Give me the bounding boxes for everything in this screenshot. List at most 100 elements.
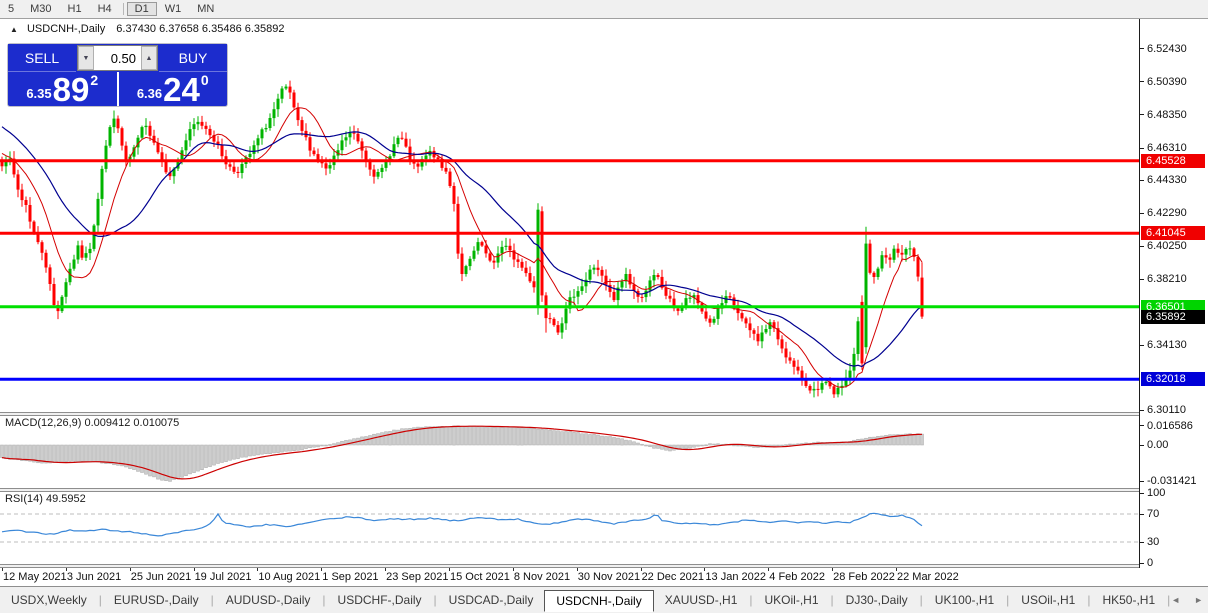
candle — [468, 256, 472, 271]
candle — [896, 243, 900, 258]
candle — [640, 294, 644, 303]
candle — [404, 132, 408, 148]
candle — [832, 384, 836, 398]
candle — [740, 311, 744, 322]
timeframe-button-h1[interactable]: H1 — [67, 3, 82, 15]
chart-tab-usdx-weekly[interactable]: USDX,Weekly — [11, 593, 87, 607]
chart-tab-ukoil-h1[interactable]: UKOil-,H1 — [764, 593, 819, 607]
price-tick-label: 6.40250 — [1147, 240, 1187, 253]
pane-separator[interactable] — [0, 488, 1208, 492]
candle — [288, 80, 292, 99]
candle — [52, 277, 56, 307]
candle — [116, 115, 120, 133]
timeframe-button-m30[interactable]: M30 — [30, 3, 52, 15]
candle — [744, 316, 748, 328]
timeframe-button-5[interactable]: 5 — [8, 3, 15, 15]
candle — [276, 93, 280, 117]
candle — [124, 141, 128, 167]
date-tick-mark — [2, 568, 3, 571]
candle — [344, 131, 348, 147]
candle — [464, 264, 468, 277]
candle — [624, 267, 628, 288]
chart-tab-usoil-h1[interactable]: USOil-,H1 — [1021, 593, 1076, 607]
date-tick-mark — [321, 568, 323, 571]
chart-tab-usdchf-daily[interactable]: USDCHF-,Daily — [337, 593, 422, 607]
candle — [392, 136, 396, 159]
tab-scroll-controls: ◄ ► — [1171, 595, 1208, 605]
chart-tab-usdcnh-daily[interactable]: USDCNH-,Daily — [544, 589, 654, 612]
buy-button[interactable]: BUY — [159, 44, 227, 72]
chart-tab-audusd-daily[interactable]: AUDUSD-,Daily — [225, 593, 311, 607]
rsi-indicator-pane[interactable] — [0, 492, 1139, 564]
candle — [712, 316, 716, 325]
pane-separator — [0, 564, 1208, 568]
date-tick-label: 19 Jul 2021 — [194, 571, 252, 583]
price-tick-label: 6.42290 — [1147, 207, 1187, 220]
chart-tab-eurusd-daily[interactable]: EURUSD-,Daily — [113, 593, 199, 607]
chart-tab-xauusd-h1[interactable]: XAUUSD-,H1 — [664, 593, 738, 607]
timeframe-button-h4[interactable]: H4 — [97, 3, 112, 15]
candle — [816, 381, 820, 397]
candle — [20, 183, 24, 207]
main-price-chart[interactable] — [0, 19, 1139, 412]
candle — [868, 239, 872, 275]
tab-scroll-right-icon[interactable]: ► — [1194, 595, 1204, 605]
candle — [728, 292, 732, 300]
candle — [4, 156, 8, 174]
timeframe-button-mn[interactable]: MN — [197, 3, 215, 15]
sell-button[interactable]: SELL — [8, 44, 76, 72]
candle — [28, 197, 32, 229]
timeframe-button-w1[interactable]: W1 — [164, 3, 182, 15]
price-tick-label: 6.38210 — [1147, 273, 1187, 286]
chart-tab-hk50-h1[interactable]: HK50-,H1 — [1102, 593, 1156, 607]
price-tick-mark — [1140, 409, 1144, 411]
volume-decrease-button[interactable]: ▼ — [78, 46, 94, 70]
candle — [372, 164, 376, 184]
candle — [380, 164, 384, 179]
bid-price[interactable]: 6.35 89 2 — [8, 72, 119, 106]
candle — [196, 116, 200, 131]
macd-tick-mark — [1140, 444, 1144, 446]
chart-tab-usdcad-daily[interactable]: USDCAD-,Daily — [448, 593, 534, 607]
rsi-tick-mark — [1140, 541, 1144, 543]
candle — [788, 351, 792, 364]
candles-layer — [0, 80, 924, 398]
volume-input[interactable]: 0.50 — [110, 50, 136, 66]
tab-scroll-left-icon[interactable]: ◄ — [1171, 595, 1181, 605]
candle — [76, 240, 80, 264]
chart-tab-uk100-h1[interactable]: UK100-,H1 — [934, 593, 995, 607]
rsi-tick-label: 0 — [1147, 557, 1154, 569]
candle — [560, 317, 564, 339]
candle — [656, 273, 660, 280]
volume-increase-button[interactable]: ▲ — [141, 46, 157, 70]
candle — [80, 240, 84, 261]
price-axis[interactable]: 6.52430 6.50390 6.48350 6.46310 6.44330 6.422… — [1139, 19, 1208, 569]
pane-separator[interactable] — [0, 412, 1208, 416]
candle — [160, 147, 164, 167]
candle — [892, 245, 896, 263]
candle — [476, 237, 480, 255]
rsi-tick-mark — [1140, 562, 1144, 564]
date-tick-mark — [65, 568, 67, 571]
timeframe-button-d1[interactable]: D1 — [126, 2, 157, 16]
macd-indicator-pane[interactable] — [0, 416, 1139, 488]
chart-tab-dj30-daily[interactable]: DJ30-,Daily — [845, 593, 908, 607]
date-axis[interactable]: 12 May 2021 3 Jun 2021 25 Jun 2021 19 Jul 2… — [0, 568, 1139, 586]
price-tick-label: 6.52430 — [1147, 42, 1187, 55]
candle — [444, 161, 448, 174]
date-tick-label: 12 May 2021 — [3, 571, 67, 583]
rsi-tick-mark — [1140, 492, 1144, 494]
candle — [120, 126, 124, 151]
date-tick-label: 22 Mar 2022 — [896, 571, 959, 583]
candle — [148, 121, 152, 141]
collapse-panel-icon[interactable]: ▲ — [10, 25, 18, 34]
candle — [528, 266, 532, 283]
candle — [268, 113, 272, 131]
price-tick-label: 6.48350 — [1147, 108, 1187, 121]
candle — [352, 125, 356, 140]
candle — [500, 240, 504, 262]
ask-price[interactable]: 6.36 24 0 — [119, 72, 228, 106]
candle — [588, 265, 592, 284]
candle — [544, 292, 548, 333]
candle — [652, 269, 656, 288]
